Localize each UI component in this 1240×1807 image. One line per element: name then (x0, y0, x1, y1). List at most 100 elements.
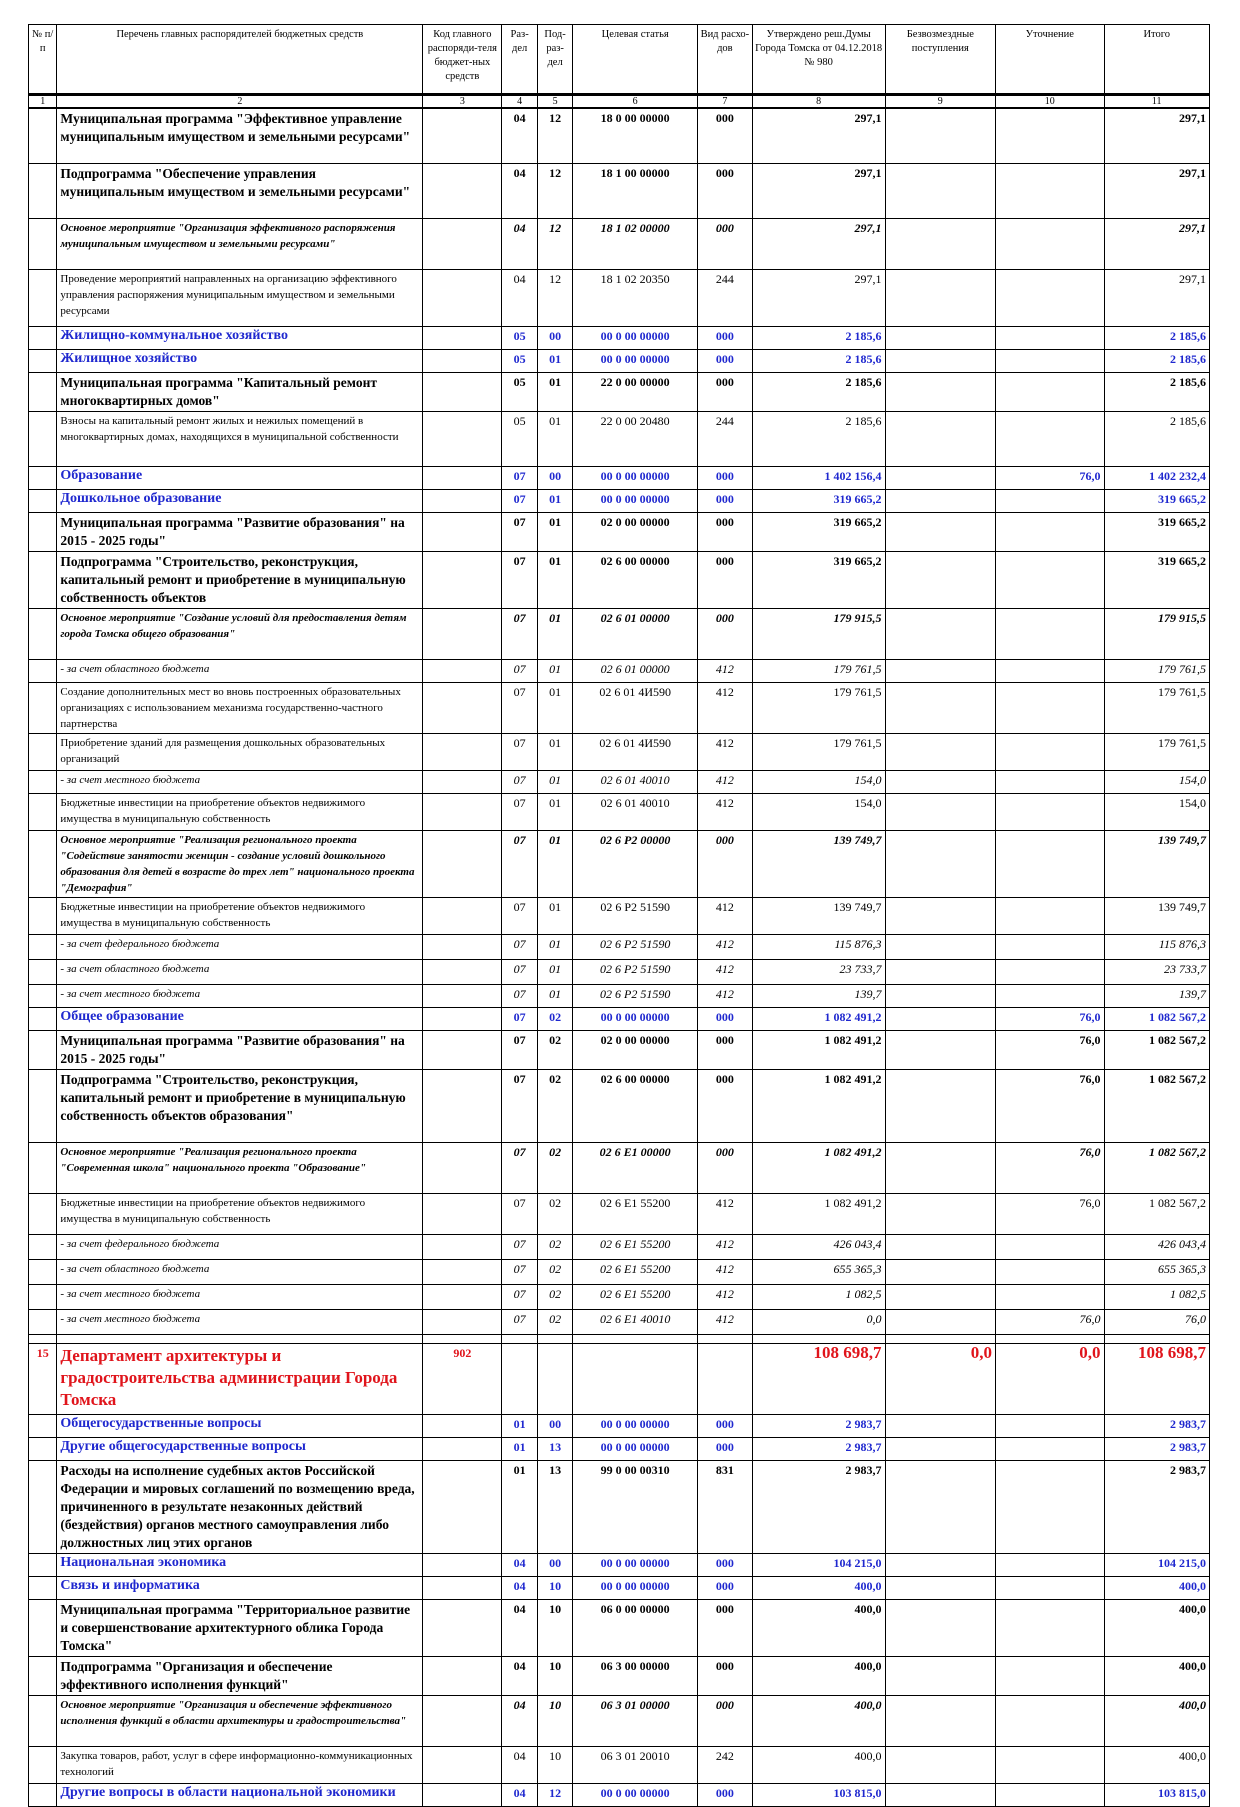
row-expense-type: 412 (697, 959, 753, 985)
row-podrazdel: 01 (536, 659, 574, 683)
row-gratuitous (884, 1309, 997, 1335)
row-name: Основное мероприятие "Реализация региона… (56, 830, 424, 898)
row-total: 400,0 (1103, 1656, 1210, 1696)
row-razdel (501, 1343, 538, 1415)
row-gratuitous (884, 1576, 997, 1600)
table-row: Расходы на исполнение судебных актов Рос… (27, 1460, 1210, 1554)
row-code (422, 959, 503, 985)
row-target: 02 6 E1 55200 (572, 1259, 699, 1285)
table-row: Муниципальная программа "Эффективное упр… (27, 107, 1210, 164)
row-refinement (995, 218, 1105, 270)
row-podrazdel: 10 (536, 1599, 574, 1657)
row-gratuitous (884, 218, 997, 270)
row-razdel: 04 (501, 1576, 538, 1600)
row-code (422, 1414, 503, 1438)
row-number (27, 411, 58, 467)
row-expense-type: 244 (697, 269, 753, 327)
row-expense-type (697, 1343, 753, 1415)
table-row: Подпрограмма "Строительство, реконструкц… (27, 1069, 1210, 1143)
table-row: Жилищное хозяйство 05 01 00 0 00 00000 000 2 … (27, 349, 1210, 373)
row-number (27, 1437, 58, 1461)
table-row: Подпрограмма "Обеспечение управления мун… (27, 163, 1210, 219)
row-number (27, 1234, 58, 1260)
table-row: Общегосударственные вопросы 01 00 00 0 00 0… (27, 1414, 1210, 1438)
row-approved: 1 082 491,2 (751, 1030, 886, 1070)
row-number (27, 163, 58, 219)
row-target: 02 0 00 00000 (572, 1030, 699, 1070)
row-expense-type: 000 (697, 1695, 753, 1747)
row-refinement: 76,0 (995, 466, 1105, 490)
row-code (422, 984, 503, 1008)
row-name: Создание дополнительных мест во вновь по… (56, 682, 424, 734)
row-total: 1 082 567,2 (1103, 1193, 1210, 1235)
row-podrazdel: 02 (536, 1193, 574, 1235)
row-razdel: 05 (501, 349, 538, 373)
spacer-cell (1103, 1334, 1210, 1344)
row-target: 18 1 02 00000 (572, 218, 699, 270)
row-code (422, 489, 503, 513)
row-razdel: 05 (501, 326, 538, 350)
colnum: 1 (27, 94, 58, 109)
row-total: 108 698,7 (1103, 1343, 1210, 1415)
row-expense-type: 000 (697, 1437, 753, 1461)
row-gratuitous (884, 466, 997, 490)
row-gratuitous (884, 1783, 997, 1807)
row-expense-type: 000 (697, 1599, 753, 1657)
row-approved: 2 185,6 (751, 326, 886, 350)
row-number (27, 608, 58, 660)
table-row (27, 1334, 1210, 1344)
colnum: 6 (572, 94, 699, 109)
row-expense-type: 412 (697, 934, 753, 960)
row-gratuitous (884, 551, 997, 609)
colnum: 5 (536, 94, 574, 109)
row-total: 179 761,5 (1103, 659, 1210, 683)
table-row: Связь и информатика 04 10 00 0 00 00000 000 4… (27, 1576, 1210, 1600)
row-razdel: 07 (501, 1284, 538, 1310)
row-approved: 400,0 (751, 1599, 886, 1657)
row-name: - за счет местного бюджета (56, 1284, 424, 1310)
row-target: 02 6 01 40010 (572, 770, 699, 794)
row-target: 02 6 01 4И590 (572, 682, 699, 734)
row-name: Муниципальная программа "Развитие образо… (56, 512, 424, 552)
header-expense-type: Вид расхо-дов (697, 24, 753, 96)
row-name: Приобретение зданий для размещения дошко… (56, 733, 424, 771)
header-podrazdel: Под-раз-дел (536, 24, 574, 96)
row-name: Муниципальная программа "Территориальное… (56, 1599, 424, 1657)
header-total: Итого (1103, 24, 1210, 96)
row-total: 139,7 (1103, 984, 1210, 1008)
row-approved: 297,1 (751, 163, 886, 219)
row-refinement (995, 411, 1105, 467)
table-row: Образование 07 00 00 0 00 00000 000 1 402 156… (27, 466, 1210, 490)
row-number (27, 466, 58, 490)
row-gratuitous (884, 1599, 997, 1657)
row-razdel: 07 (501, 1193, 538, 1235)
row-code (422, 1576, 503, 1600)
row-expense-type: 000 (697, 1656, 753, 1696)
row-name: Общегосударственные вопросы (56, 1414, 424, 1438)
row-podrazdel: 02 (536, 1030, 574, 1070)
table-body: Муниципальная программа "Эффективное упр… (27, 107, 1210, 1807)
row-name: - за счет федерального бюджета (56, 934, 424, 960)
row-number (27, 489, 58, 513)
row-approved: 154,0 (751, 793, 886, 831)
row-approved: 2 983,7 (751, 1460, 886, 1554)
table-row: Основное мероприятие "Реализация региона… (27, 830, 1210, 898)
row-refinement (995, 349, 1105, 373)
row-total: 179 761,5 (1103, 682, 1210, 734)
row-approved: 1 082 491,2 (751, 1142, 886, 1194)
table-row: - за счет федерального бюджета 07 01 02 6 P… (27, 934, 1210, 960)
row-code (422, 1599, 503, 1657)
row-target: 00 0 00 00000 (572, 1437, 699, 1461)
row-number (27, 1007, 58, 1031)
spacer-cell (697, 1334, 753, 1344)
row-razdel: 04 (501, 218, 538, 270)
row-refinement (995, 1437, 1105, 1461)
row-number (27, 793, 58, 831)
row-gratuitous (884, 1414, 997, 1438)
row-razdel: 07 (501, 551, 538, 609)
row-refinement (995, 733, 1105, 771)
row-code (422, 1234, 503, 1260)
row-code (422, 326, 503, 350)
row-razdel: 07 (501, 466, 538, 490)
row-target: 02 6 01 4И590 (572, 733, 699, 771)
